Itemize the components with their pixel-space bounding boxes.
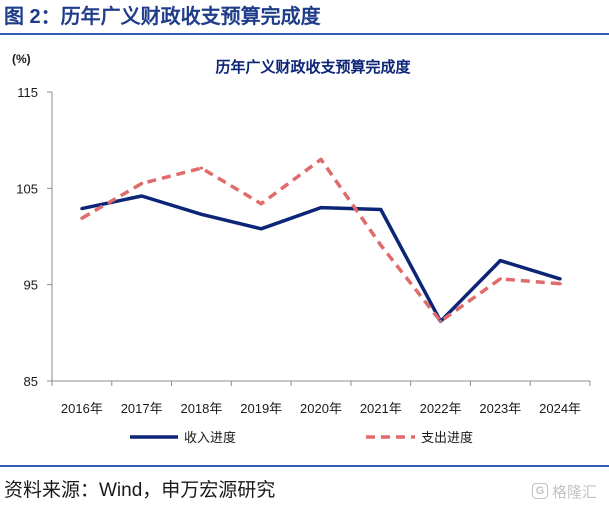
x-tick-label: 2021年 bbox=[360, 401, 402, 416]
x-tick-label: 2017年 bbox=[121, 401, 163, 416]
glh-logo-icon: G bbox=[532, 483, 548, 499]
legend: 收入进度 支出进度 bbox=[130, 430, 473, 445]
data-point bbox=[199, 212, 204, 216]
y-tick-label: 105 bbox=[16, 181, 38, 196]
y-axis-unit-label: (%) bbox=[12, 52, 31, 66]
figure-label: 图 2：历年广义财政收支预算完成度 bbox=[4, 6, 321, 28]
x-tick-label: 2020年 bbox=[300, 401, 342, 416]
data-point bbox=[319, 157, 323, 162]
series-layer bbox=[80, 157, 562, 324]
y-tick-label: 115 bbox=[17, 85, 38, 100]
x-tick-label: 2018年 bbox=[180, 401, 222, 416]
legend-label-income: 收入进度 bbox=[184, 430, 236, 445]
data-point bbox=[379, 243, 383, 247]
data-point bbox=[140, 181, 144, 186]
data-point bbox=[558, 282, 562, 286]
tick-layer: 85 95 105 115 2016年 2017年 2018年 2019年 2020年 2021年… bbox=[16, 85, 591, 416]
data-point bbox=[80, 216, 84, 220]
data-point bbox=[438, 319, 443, 323]
x-tick-label: 2022年 bbox=[420, 401, 462, 416]
x-tick-label: 2019年 bbox=[240, 401, 282, 416]
data-point bbox=[259, 227, 263, 231]
data-point bbox=[319, 206, 323, 210]
data-point bbox=[140, 194, 144, 198]
data-point bbox=[379, 207, 383, 212]
y-tick-label: 95 bbox=[24, 278, 38, 293]
series-line-income bbox=[81, 194, 561, 324]
watermark: G 格隆汇 bbox=[532, 481, 597, 501]
legend-label-expenditure: 支出进度 bbox=[421, 430, 473, 445]
x-tick-label: 2016年 bbox=[61, 401, 103, 416]
source-note: 资料来源：Wind，申万宏源研究 bbox=[4, 480, 276, 501]
footer-rule bbox=[0, 465, 609, 467]
data-point bbox=[558, 277, 562, 281]
series-line-expenditure bbox=[81, 157, 561, 324]
watermark-text: 格隆汇 bbox=[552, 483, 598, 501]
data-point bbox=[259, 202, 263, 206]
data-point bbox=[498, 258, 502, 263]
axes bbox=[51, 92, 590, 382]
data-point bbox=[80, 206, 84, 211]
chart-title: 历年广义财政收支预算完成度 bbox=[215, 58, 411, 76]
x-tick-label: 2023年 bbox=[479, 401, 521, 416]
header-rule bbox=[0, 33, 609, 35]
data-point bbox=[199, 166, 204, 170]
y-tick-label: 85 bbox=[24, 374, 38, 389]
x-tick-label: 2024年 bbox=[539, 401, 581, 416]
data-point bbox=[498, 277, 502, 281]
